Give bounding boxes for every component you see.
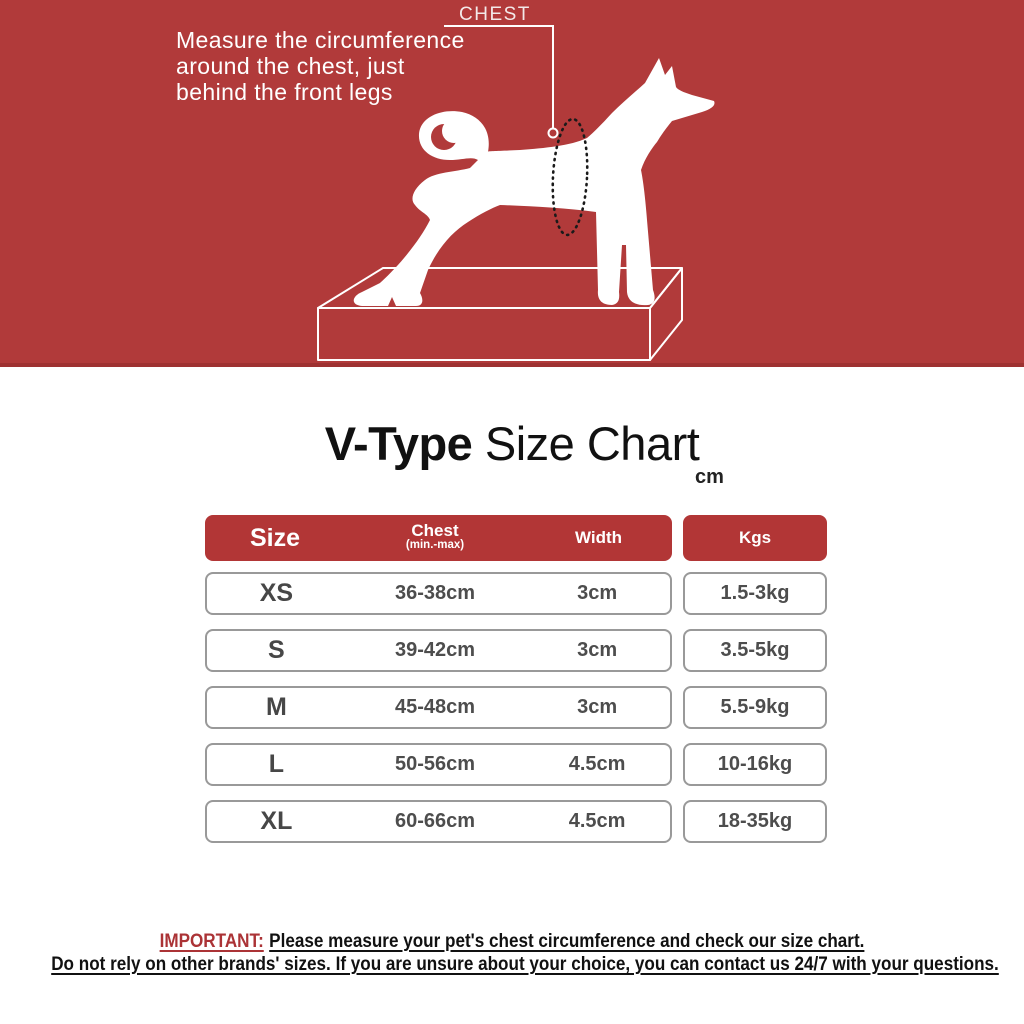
header-width: Width <box>574 528 623 547</box>
row-kgs-cell: 10-16kg <box>683 743 827 786</box>
title-suffix: Size Chart <box>472 417 700 470</box>
footer-line-2: Do not rely on other brands' sizes. If y… <box>51 953 999 976</box>
chest-label: CHEST <box>459 4 531 25</box>
size-table: Size Chest (min.-max) Width Kgs XS 36-38… <box>205 515 827 843</box>
row-chest-cell: 50-56cm <box>394 753 476 775</box>
instruction-line: around the chest, just <box>176 53 405 79</box>
table-header-row: Size Chest (min.-max) Width Kgs <box>205 515 827 561</box>
row-kgs-cell: 5.5-9kg <box>683 686 827 729</box>
platform-box-icon <box>317 267 683 361</box>
row-size-cell: XL <box>260 807 293 835</box>
table-header-main: Size Chest (min.-max) Width <box>205 515 672 561</box>
row-width-cell: 4.5cm <box>568 810 626 832</box>
chart-title: V-Type Size Chart <box>0 416 1024 471</box>
header-chest-title: Chest <box>411 521 459 540</box>
row-width-cell: 3cm <box>577 639 618 661</box>
table-row: S 39-42cm 3cm 3.5-5kg <box>205 629 827 672</box>
header-chest-sub: (min.-max) <box>405 539 465 551</box>
row-chest-cell: 36-38cm <box>394 582 476 604</box>
row-size-cell: M <box>265 693 287 721</box>
row-size-cell: XS <box>259 579 294 607</box>
tail-crescent-mask <box>442 119 466 143</box>
row-chest-cell: 45-48cm <box>394 696 476 718</box>
row-width-cell: 3cm <box>577 696 618 718</box>
footer-line-1-text: Please measure your pet's chest circumfe… <box>269 931 865 952</box>
footer-line-1: IMPORTANT: Please measure your pet's ches… <box>51 930 973 953</box>
table-row: M 45-48cm 3cm 5.5-9kg <box>205 686 827 729</box>
row-width-cell: 3cm <box>577 582 618 604</box>
row-kgs-cell: 3.5-5kg <box>683 629 827 672</box>
chest-pointer-line <box>444 25 559 139</box>
header-chest: Chest (min.-max) <box>345 521 525 553</box>
header-size: Size <box>249 523 301 552</box>
dog-measurement-illustration <box>317 25 715 361</box>
important-label: IMPORTANT: <box>159 931 264 952</box>
chest-pointer-dot <box>547 127 559 139</box>
row-kgs-cell: 1.5-3kg <box>683 572 827 615</box>
instruction-line: behind the front legs <box>176 79 393 105</box>
row-chest-cell: 60-66cm <box>394 810 476 832</box>
row-kgs-cell: 18-35kg <box>683 800 827 843</box>
measure-instruction: Measure the circumference around the che… <box>176 27 465 105</box>
measurement-banner: Measure the circumference around the che… <box>0 0 1024 367</box>
row-size-cell: L <box>268 750 285 778</box>
table-row: XS 36-38cm 3cm 1.5-3kg <box>205 572 827 615</box>
title-product-name: V-Type <box>324 417 473 470</box>
row-size-cell: S <box>268 636 285 664</box>
table-row: L 50-56cm 4.5cm 10-16kg <box>205 743 827 786</box>
chest-measure-ellipse-icon <box>551 117 589 237</box>
unit-label: cm <box>695 466 724 488</box>
footer-line-2-text: Do not rely on other brands' sizes. If y… <box>51 954 999 975</box>
table-row: XL 60-66cm 4.5cm 18-35kg <box>205 800 827 843</box>
footer-note: IMPORTANT: Please measure your pet's ches… <box>0 930 1024 976</box>
table-header-kgs: Kgs <box>683 515 827 561</box>
row-width-cell: 4.5cm <box>568 753 626 775</box>
row-chest-cell: 39-42cm <box>394 639 476 661</box>
instruction-line: Measure the circumference <box>176 27 465 53</box>
dog-silhouette-icon <box>353 58 715 306</box>
